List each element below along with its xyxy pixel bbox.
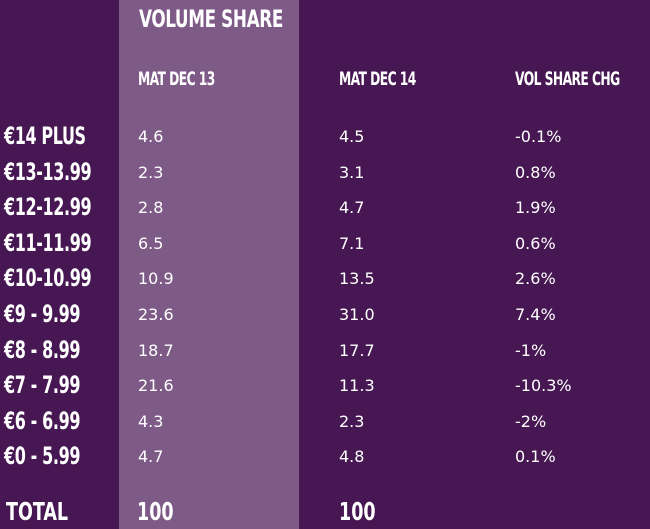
column-header-vol-share-chg: VOL SHARE CHG bbox=[515, 68, 620, 90]
table-cell: -0.1% bbox=[515, 127, 562, 146]
table-cell: 4.7 bbox=[339, 198, 365, 218]
table-cell: -1% bbox=[515, 340, 547, 360]
table-cell: 18.7 bbox=[138, 340, 174, 360]
row-label: €6 - 6.99 bbox=[4, 406, 81, 435]
highlighted-column-band bbox=[119, 0, 299, 529]
table-cell: 4.7 bbox=[138, 447, 164, 467]
column-header-mat-dec-14: MAT DEC 14 bbox=[339, 68, 416, 90]
column-header-mat-dec-13: MAT DEC 13 bbox=[138, 68, 215, 90]
table-cell: 11.3 bbox=[339, 376, 375, 396]
row-label: €7 - 7.99 bbox=[4, 371, 81, 400]
row-label: €10-10.99 bbox=[4, 264, 92, 293]
table-cell: 0.6% bbox=[515, 233, 556, 253]
table-cell: 2.3 bbox=[339, 411, 365, 431]
row-label: €12-12.99 bbox=[4, 193, 92, 222]
table-cell: 23.6 bbox=[138, 305, 174, 324]
table-cell: 6.5 bbox=[138, 233, 164, 253]
table-cell: 4.5 bbox=[339, 127, 365, 146]
table-cell: 7.1 bbox=[339, 233, 365, 253]
table-title: VOLUME SHARE bbox=[139, 5, 283, 33]
table-cell: 2.3 bbox=[138, 162, 164, 182]
table-cell: 2.8 bbox=[138, 198, 164, 218]
table-cell: 3.1 bbox=[339, 162, 365, 182]
table-cell: -2% bbox=[515, 411, 547, 431]
table-cell: 4.6 bbox=[138, 127, 164, 146]
total-label: TOTAL bbox=[6, 497, 69, 526]
table-cell: 2.6% bbox=[515, 269, 556, 289]
table-cell: 13.5 bbox=[339, 269, 375, 289]
table-cell: 4.8 bbox=[339, 447, 365, 467]
total-value-mat-dec-13: 100 bbox=[137, 497, 174, 526]
row-label: €13-13.99 bbox=[4, 157, 92, 186]
row-label: €9 - 9.99 bbox=[4, 300, 81, 328]
table-cell: 21.6 bbox=[138, 376, 174, 396]
table-cell: 31.0 bbox=[339, 305, 375, 324]
row-label: €0 - 5.99 bbox=[4, 442, 81, 471]
row-label: €8 - 8.99 bbox=[4, 335, 81, 364]
table-cell: -10.3% bbox=[515, 376, 572, 396]
row-label: €11-11.99 bbox=[4, 228, 92, 257]
table-cell: 4.3 bbox=[138, 411, 164, 431]
table-cell: 0.8% bbox=[515, 162, 556, 182]
table-cell: 17.7 bbox=[339, 340, 375, 360]
total-value-mat-dec-14: 100 bbox=[339, 497, 376, 526]
table-cell: 0.1% bbox=[515, 447, 556, 467]
table-cell: 1.9% bbox=[515, 198, 556, 218]
table-cell: 7.4% bbox=[515, 305, 556, 324]
row-label: €14 PLUS bbox=[4, 122, 86, 150]
table-cell: 10.9 bbox=[138, 269, 174, 289]
